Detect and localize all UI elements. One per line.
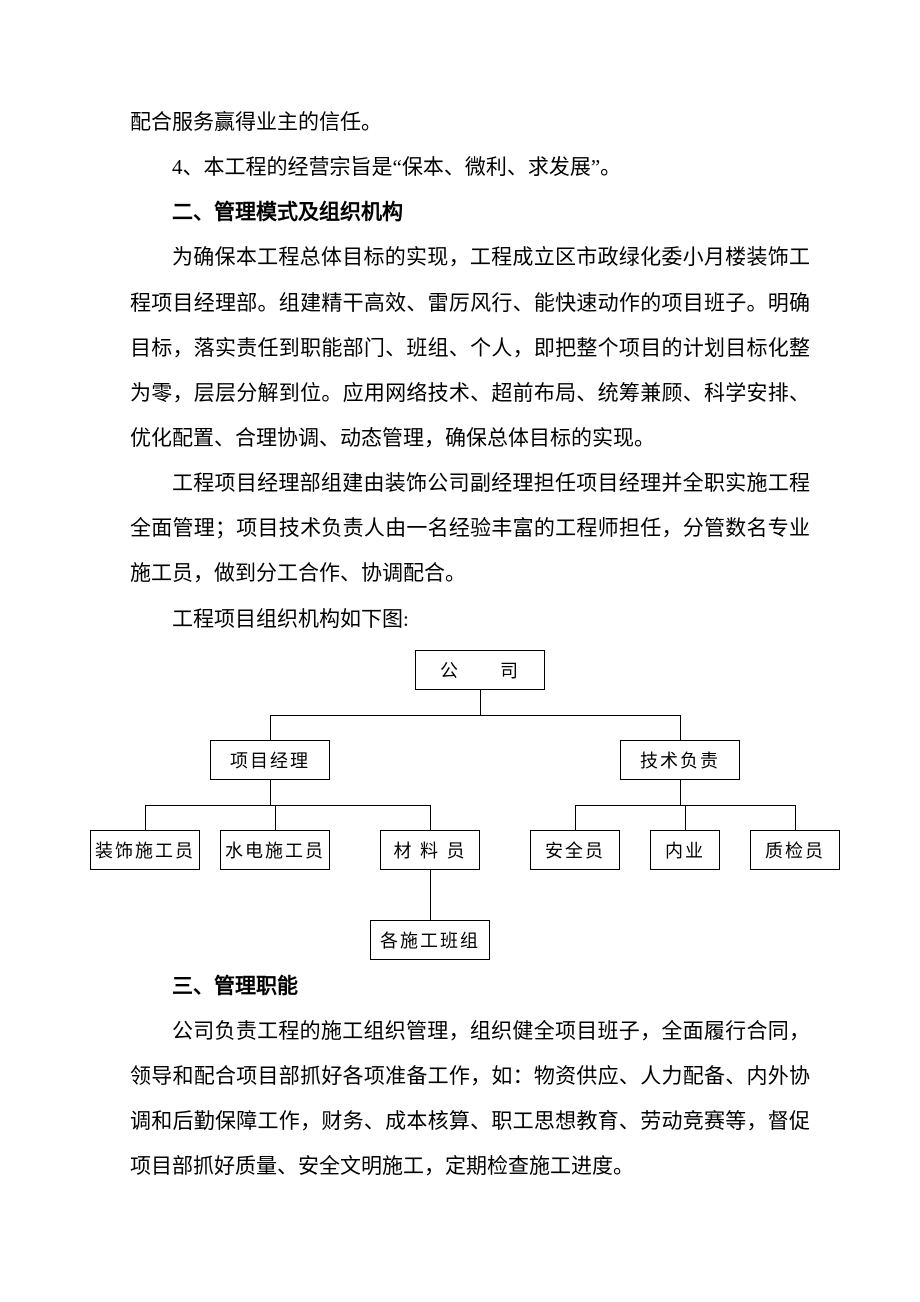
org-node-office: 内业 xyxy=(650,830,720,870)
org-node-deco: 装饰施工员 xyxy=(90,830,200,870)
org-edge xyxy=(430,870,431,920)
org-edge xyxy=(680,780,681,805)
org-edge xyxy=(575,805,576,830)
org-edge xyxy=(270,780,271,805)
org-edge xyxy=(145,805,146,830)
org-edge xyxy=(430,805,431,830)
paragraph-body-1: 为确保本工程总体目标的实现，工程成立区市政绿化委小月楼装饰工程项目经理部。组建精… xyxy=(130,235,810,461)
paragraph-body-3: 公司负责工程的施工组织管理，组织健全项目班子，全面履行合同，领导和配合项目部抓好… xyxy=(130,1009,810,1190)
org-chart: 公 司项目经理技术负责装饰施工员水电施工员材 料 员安全员内业质检员各施工班组 xyxy=(130,650,830,960)
heading-section-3: 三、管理职能 xyxy=(130,964,810,1009)
org-node-hydro: 水电施工员 xyxy=(220,830,330,870)
org-edge xyxy=(275,805,276,830)
org-node-company: 公 司 xyxy=(415,650,545,690)
document-page: 配合服务赢得业主的信任。 4、本工程的经营宗旨是“保本、微利、求发展”。 二、管… xyxy=(0,0,920,1302)
org-edge xyxy=(270,715,271,740)
org-node-pm: 项目经理 xyxy=(210,740,330,780)
paragraph-body-2: 工程项目经理部组建由装饰公司副经理担任项目经理并全职实施工程全面管理；项目技术负… xyxy=(130,461,810,596)
org-edge xyxy=(680,715,681,740)
org-node-material: 材 料 员 xyxy=(380,830,480,870)
org-edge xyxy=(145,805,430,806)
org-node-tech: 技术负责 xyxy=(620,740,740,780)
org-edge xyxy=(685,805,686,830)
org-node-qc: 质检员 xyxy=(750,830,840,870)
heading-section-2: 二、管理模式及组织机构 xyxy=(130,190,810,235)
paragraph-chart-intro: 工程项目组织机构如下图: xyxy=(130,597,810,642)
paragraph-continuation: 配合服务赢得业主的信任。 xyxy=(130,100,810,145)
org-node-safety: 安全员 xyxy=(530,830,620,870)
org-edge xyxy=(270,715,680,716)
org-edge xyxy=(795,805,796,830)
org-edge xyxy=(480,690,481,715)
paragraph-item-4: 4、本工程的经营宗旨是“保本、微利、求发展”。 xyxy=(130,145,810,190)
org-node-teams: 各施工班组 xyxy=(370,920,490,960)
